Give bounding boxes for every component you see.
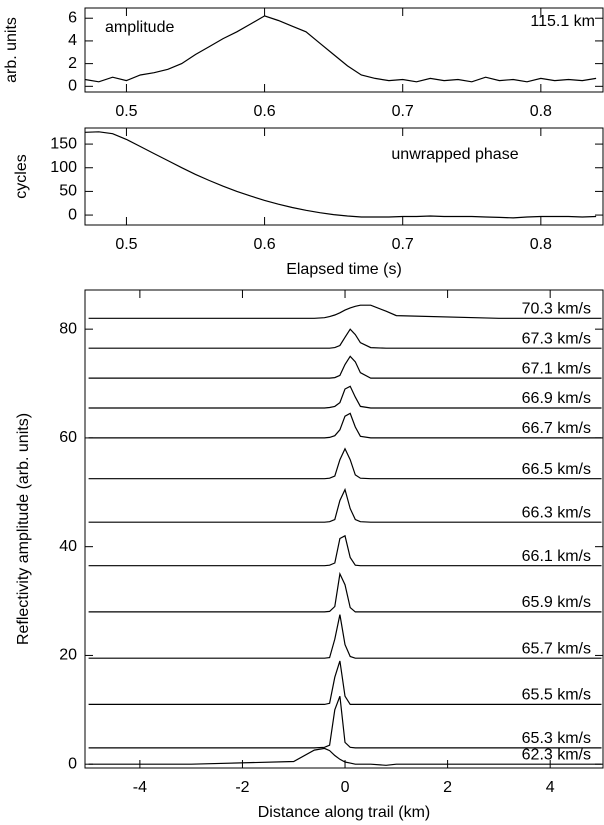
x-tick-label: 0.8 [530,103,552,120]
x-tick-label: -2 [235,779,249,796]
y-tick-label: 4 [68,32,77,49]
y-tick-label: 6 [68,9,77,26]
y-tick-label: 20 [59,647,77,664]
y-tick-label: 40 [59,538,77,555]
y-tick-label: 80 [59,320,77,337]
y-axis-title: arb. units [3,17,20,83]
y-tick-label: 0 [68,78,77,95]
annotation: 115.1 km [530,13,595,30]
series-label: 66.5 km/s [522,461,591,478]
x-tick-label: 0.5 [115,236,137,253]
data-line [88,385,602,409]
x-axis-title: Elapsed time (s) [286,261,402,278]
data-line [84,15,597,83]
series-label: 65.5 km/s [522,687,591,704]
x-tick-label: 0 [341,779,350,796]
x-tick-label: 4 [546,779,555,796]
y-tick-label: 150 [50,135,77,152]
x-tick-label: 0.5 [115,103,137,120]
y-axis-title: Reflectivity amplitude (arb. units) [15,413,32,645]
data-line [88,534,602,567]
x-tick-label: 0.7 [392,103,414,120]
y-tick-label: 0 [68,755,77,772]
panel-frame [84,127,604,226]
annotation: amplitude [105,19,174,36]
y-tick-label: 50 [59,183,77,200]
series-label: 66.9 km/s [522,390,591,407]
data-line [88,614,602,659]
data-line [88,412,602,439]
series-label: 65.7 km/s [522,640,591,657]
series-label: 66.7 km/s [522,420,591,437]
y-tick-label: 0 [68,206,77,223]
data-line [88,747,602,766]
x-tick-label: 0.8 [530,236,552,253]
data-line [84,131,597,219]
series-label: 66.1 km/s [522,548,591,565]
series-label: 67.1 km/s [522,360,591,377]
data-line [88,328,602,349]
x-tick-label: -4 [133,779,147,796]
series-label: 65.9 km/s [522,594,591,611]
series-label: 62.3 km/s [522,746,591,763]
data-line [88,660,602,705]
x-axis-title: Distance along trail (km) [258,804,431,821]
panel-frame [84,289,604,769]
y-tick-label: 60 [59,429,77,446]
series-label: 66.3 km/s [522,504,591,521]
series-label: 65.3 km/s [522,730,591,747]
series-label: 67.3 km/s [522,330,591,347]
x-tick-label: 0.6 [253,103,275,120]
y-axis-title: cycles [13,154,30,198]
data-line [88,355,602,379]
data-line [88,304,602,319]
annotation: unwrapped phase [391,146,518,163]
x-tick-label: 0.7 [392,236,414,253]
data-line [88,695,602,749]
series-label: 70.3 km/s [522,300,591,317]
data-line [88,487,602,523]
y-tick-label: 2 [68,55,77,72]
x-tick-label: 0.6 [253,236,275,253]
panel-frame [84,7,604,93]
x-tick-label: 2 [443,779,452,796]
data-line [88,447,602,480]
data-line [88,571,602,613]
y-tick-label: 100 [50,159,77,176]
